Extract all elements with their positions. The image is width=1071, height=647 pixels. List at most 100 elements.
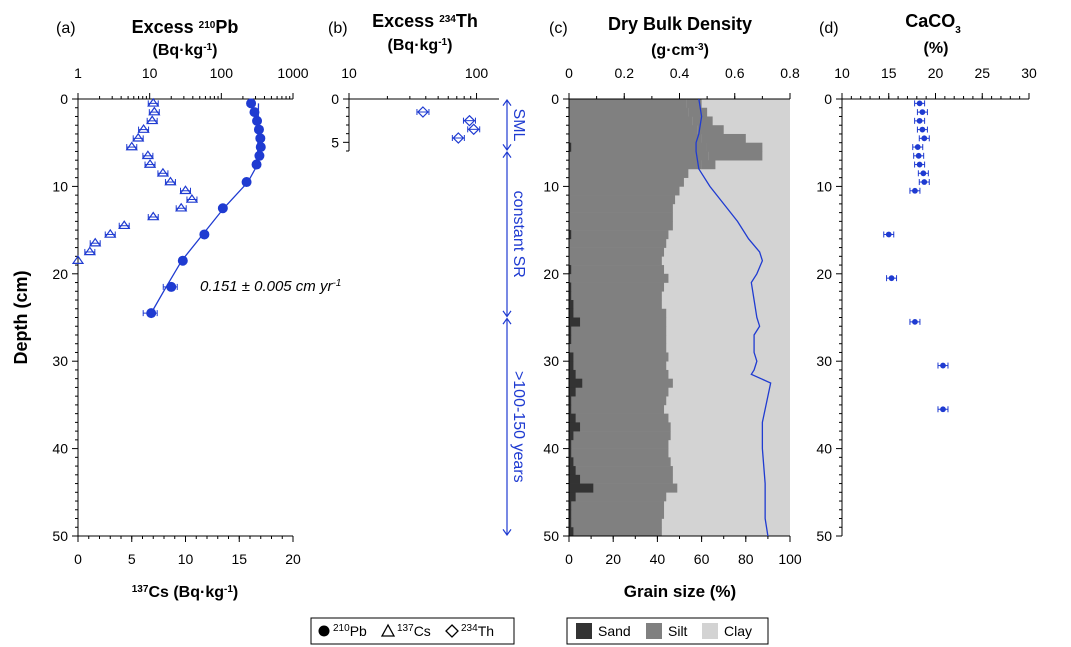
panel-c-bottom-tick-label: 40 (650, 551, 666, 567)
silt-bar (569, 168, 689, 178)
panel-b-label: (b) (328, 20, 348, 37)
silt-bar (569, 343, 667, 353)
panel-b-title: Excess 234Th (372, 11, 478, 31)
silt-bar (569, 203, 673, 213)
annotation-arrowhead-up (502, 98, 512, 106)
silt-bar (569, 273, 669, 283)
cs137-point (147, 97, 160, 107)
panel-d-top-tick-label: 15 (881, 65, 897, 81)
silt-bar (569, 474, 673, 484)
legend-grain-label: Sand (598, 623, 631, 639)
caco3-point (914, 144, 921, 150)
sand-bar (569, 527, 574, 537)
sand-bar (569, 326, 572, 336)
cs137-point (132, 132, 145, 142)
pb210-point (241, 177, 252, 188)
silt-bar (569, 291, 662, 301)
annotation-label-2: constant SR (510, 191, 527, 278)
panel-c-y-tick-label: 50 (543, 528, 559, 544)
panel-a-y-tick-label: 50 (52, 528, 68, 544)
legend-marker-label: 137Cs (397, 623, 431, 640)
cs137-point (71, 255, 85, 264)
legend-marker-label: 210Pb (333, 623, 367, 640)
caco3-point (912, 187, 918, 194)
silt-bar (569, 247, 665, 257)
sand-bar (569, 422, 581, 432)
grain-legend-box (566, 617, 769, 645)
silt-bar (569, 186, 680, 196)
panel-a-y-tick-label: 0 (60, 91, 68, 107)
panel-c-y-tick-label: 10 (543, 178, 559, 194)
silt-bar (569, 195, 676, 205)
silt-bar (569, 238, 667, 248)
silt-bar (569, 466, 673, 476)
panel-a-top-axis-label: (Bq·kg-1) (153, 42, 218, 60)
annotation-arrowhead-down (502, 529, 512, 537)
legend-swatch-sand (576, 623, 592, 639)
panel-c-top-tick-label: 0.2 (615, 65, 635, 81)
panel-d-top-tick-label: 20 (928, 65, 944, 81)
cs137-point (156, 167, 170, 177)
pb210-point (254, 150, 265, 161)
caco3-point (915, 152, 922, 159)
caco3-point (940, 362, 946, 369)
sand-bar (569, 404, 572, 414)
annotation-arrowhead-down (502, 144, 512, 152)
silt-bar (569, 107, 689, 117)
cs137-point (164, 176, 177, 186)
silt-bar (569, 151, 709, 161)
panel-c-bottom-tick-label: 100 (778, 551, 802, 567)
sand-bar (569, 387, 576, 397)
caco3-point (919, 126, 926, 133)
panel-c-bottom-tick-label: 80 (738, 551, 754, 567)
panel-a-bottom-tick-label: 0 (74, 551, 82, 567)
panel-c-top-axis-label: (g·cm-3) (651, 42, 709, 60)
sand-bar (569, 431, 574, 441)
pb210-point (177, 255, 188, 266)
cs137-point (118, 220, 131, 230)
cs137-point (143, 158, 157, 168)
panel-c-bottom-tick-label: 0 (565, 551, 573, 567)
silt-bar (569, 369, 669, 379)
panel-d-y-tick-label: 20 (816, 266, 832, 282)
silt-bar (569, 334, 667, 345)
sand-bar (569, 334, 572, 345)
panel-a-top-tick-label: 1 (74, 65, 82, 81)
caco3-point (885, 231, 892, 238)
panel-d-y-tick-label: 10 (816, 178, 832, 194)
caco3-point (940, 406, 946, 413)
th234-point (463, 114, 476, 127)
silt-bar (569, 527, 662, 537)
silt-bar-upper (701, 160, 716, 170)
silt-bar (569, 326, 667, 336)
silt-bar (569, 300, 662, 310)
silt-bar (569, 177, 684, 187)
legend-swatch-silt (646, 623, 662, 639)
sand-bar (569, 501, 572, 511)
annotation-label-1: SML (510, 109, 527, 142)
legend-grain-label: Silt (668, 623, 688, 639)
sand-bar (569, 300, 574, 310)
panel-c-top-tick-label: 0.6 (725, 65, 745, 81)
panel-b-top-tick-label: 100 (465, 65, 489, 81)
silt-bar (569, 282, 665, 292)
panel-d-top-axis-label: (%) (924, 40, 949, 57)
cs137-point (146, 115, 159, 125)
panel-b-y-tick-label: 0 (331, 91, 339, 107)
caco3-point (916, 161, 923, 168)
panel-b-top-axis-label: (Bq·kg-1) (388, 37, 453, 55)
sand-bar (569, 308, 574, 318)
caco3-point (921, 135, 928, 142)
panel-b-top-tick-label: 10 (341, 65, 357, 81)
sand-bar (569, 509, 572, 519)
panel-d-label: (d) (819, 20, 839, 37)
sand-bar (569, 448, 572, 458)
silt-bar (569, 361, 667, 371)
sand-bar (569, 439, 572, 449)
panel-c-y-tick-label: 40 (543, 441, 559, 457)
silt-bar (569, 483, 678, 493)
cs137-point (141, 150, 155, 160)
panel-d-y-tick-label: 0 (824, 91, 832, 107)
silt-bar (569, 378, 673, 388)
cs137-point (89, 237, 102, 247)
